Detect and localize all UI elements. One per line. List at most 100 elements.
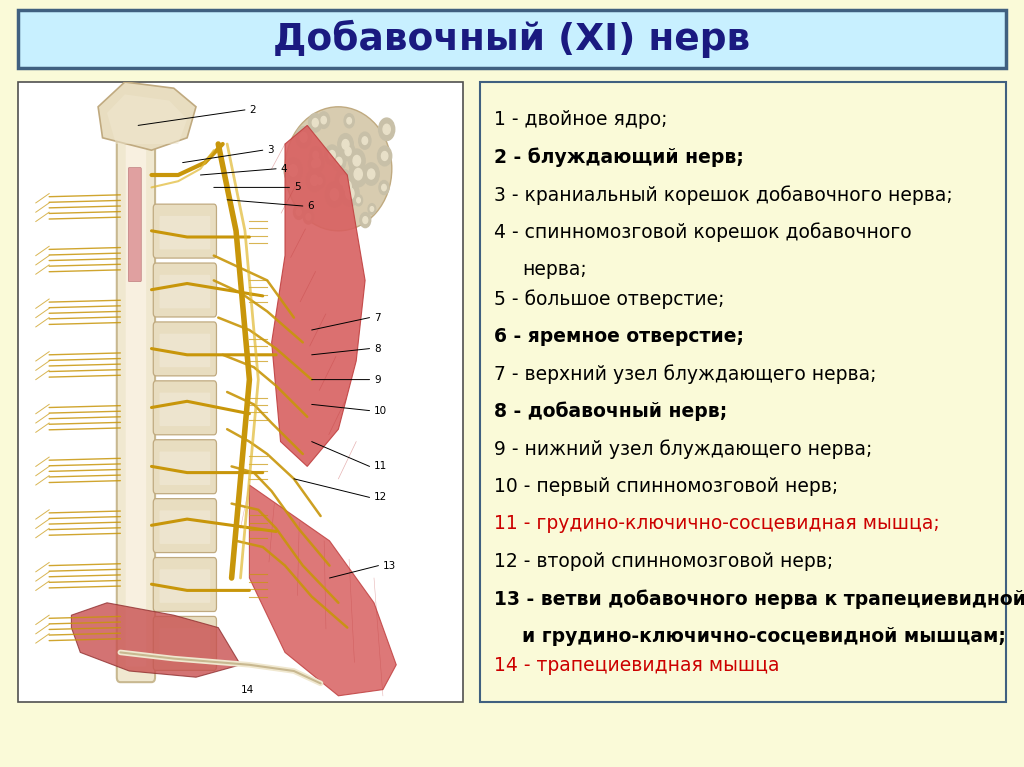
Text: 8 - добавочный нерв;: 8 - добавочный нерв; [494, 402, 727, 421]
Text: 2: 2 [250, 105, 256, 115]
Text: 7: 7 [374, 313, 381, 323]
Circle shape [325, 145, 339, 165]
Text: 14: 14 [241, 685, 254, 695]
Text: 3 - краниальный корешок добавочного нерва;: 3 - краниальный корешок добавочного нерв… [494, 185, 952, 205]
Circle shape [362, 137, 368, 144]
Bar [480, 82, 1006, 702]
Circle shape [348, 149, 366, 173]
Text: 3: 3 [267, 145, 273, 155]
Circle shape [339, 175, 356, 198]
Polygon shape [98, 82, 196, 150]
Circle shape [341, 142, 355, 161]
FancyBboxPatch shape [160, 569, 210, 603]
FancyBboxPatch shape [154, 204, 216, 258]
Circle shape [345, 147, 351, 156]
Circle shape [313, 151, 318, 159]
Polygon shape [271, 125, 366, 466]
Text: 10: 10 [374, 406, 387, 416]
Circle shape [329, 150, 335, 160]
FancyBboxPatch shape [160, 275, 210, 308]
Circle shape [382, 184, 386, 191]
Text: 13 - ветви добавочного нерва к трапециевидной: 13 - ветви добавочного нерва к трапециев… [494, 589, 1024, 609]
Circle shape [310, 175, 318, 186]
Text: 11: 11 [374, 462, 387, 472]
Circle shape [344, 181, 351, 192]
Text: 14 - трапециевидная мышца: 14 - трапециевидная мышца [494, 656, 779, 675]
FancyBboxPatch shape [160, 216, 210, 249]
Bar [18, 10, 1006, 68]
Circle shape [383, 124, 390, 134]
FancyBboxPatch shape [160, 510, 210, 544]
Circle shape [306, 169, 323, 192]
Text: 11 - грудино-ключично-сосцевидная мышца;: 11 - грудино-ключично-сосцевидная мышца; [494, 514, 940, 533]
Circle shape [338, 133, 353, 155]
Text: 4 - спинномозговой корешок добавочного: 4 - спинномозговой корешок добавочного [494, 222, 911, 242]
Circle shape [317, 178, 323, 184]
Text: 6 - яремное отверстие;: 6 - яремное отверстие; [494, 327, 744, 346]
Text: 5 - большое отверстие;: 5 - большое отверстие; [494, 289, 725, 309]
Circle shape [368, 204, 376, 214]
Text: 6: 6 [307, 201, 314, 211]
Circle shape [362, 216, 368, 223]
Circle shape [359, 212, 371, 228]
FancyBboxPatch shape [160, 628, 210, 662]
Circle shape [311, 160, 317, 168]
FancyBboxPatch shape [154, 439, 216, 494]
Circle shape [289, 165, 297, 176]
Text: Добавочный (XI) нерв: Добавочный (XI) нерв [273, 20, 751, 58]
Text: нерва;: нерва; [522, 260, 587, 279]
Circle shape [309, 146, 322, 163]
Circle shape [308, 156, 321, 173]
Circle shape [381, 152, 388, 160]
Circle shape [353, 156, 360, 166]
Circle shape [341, 180, 359, 206]
Circle shape [349, 161, 368, 187]
Circle shape [379, 118, 394, 140]
FancyBboxPatch shape [160, 452, 210, 485]
Text: 1 - двойное ядро;: 1 - двойное ядро; [494, 110, 668, 129]
Text: 9: 9 [374, 374, 381, 384]
FancyBboxPatch shape [128, 167, 141, 281]
Text: 13: 13 [383, 561, 396, 571]
Text: 7 - верхний узел блуждающего нерва;: 7 - верхний узел блуждающего нерва; [494, 364, 877, 384]
Circle shape [371, 206, 374, 212]
Circle shape [314, 173, 325, 188]
Circle shape [342, 140, 349, 150]
Text: 12 - второй спинномозговой нерв;: 12 - второй спинномозговой нерв; [494, 551, 834, 571]
Text: 12: 12 [374, 492, 387, 502]
Circle shape [296, 209, 301, 216]
Text: 4: 4 [281, 164, 287, 174]
Text: 9 - нижний узел блуждающего нерва;: 9 - нижний узел блуждающего нерва; [494, 439, 872, 459]
FancyBboxPatch shape [154, 558, 216, 611]
Circle shape [368, 169, 375, 179]
Circle shape [354, 195, 362, 206]
FancyBboxPatch shape [154, 263, 216, 317]
FancyBboxPatch shape [154, 322, 216, 376]
Bar [18, 82, 463, 702]
Circle shape [306, 214, 310, 220]
Text: 10 - первый спинномозговой нерв;: 10 - первый спинномозговой нерв; [494, 477, 839, 495]
Circle shape [340, 176, 347, 185]
Polygon shape [106, 94, 187, 144]
FancyBboxPatch shape [117, 127, 155, 682]
Circle shape [344, 114, 354, 128]
Circle shape [312, 119, 318, 127]
FancyBboxPatch shape [160, 393, 210, 426]
Circle shape [332, 152, 346, 171]
Circle shape [379, 180, 389, 195]
Circle shape [296, 127, 311, 148]
Circle shape [358, 132, 371, 149]
Circle shape [326, 182, 343, 207]
Polygon shape [250, 485, 396, 696]
Circle shape [336, 157, 342, 166]
Circle shape [322, 117, 327, 123]
Circle shape [294, 205, 304, 219]
Circle shape [308, 114, 322, 132]
Circle shape [346, 188, 354, 199]
FancyBboxPatch shape [154, 499, 216, 552]
Circle shape [354, 169, 362, 179]
Circle shape [311, 153, 324, 172]
Circle shape [317, 112, 330, 128]
Circle shape [356, 198, 360, 202]
Circle shape [284, 158, 302, 183]
